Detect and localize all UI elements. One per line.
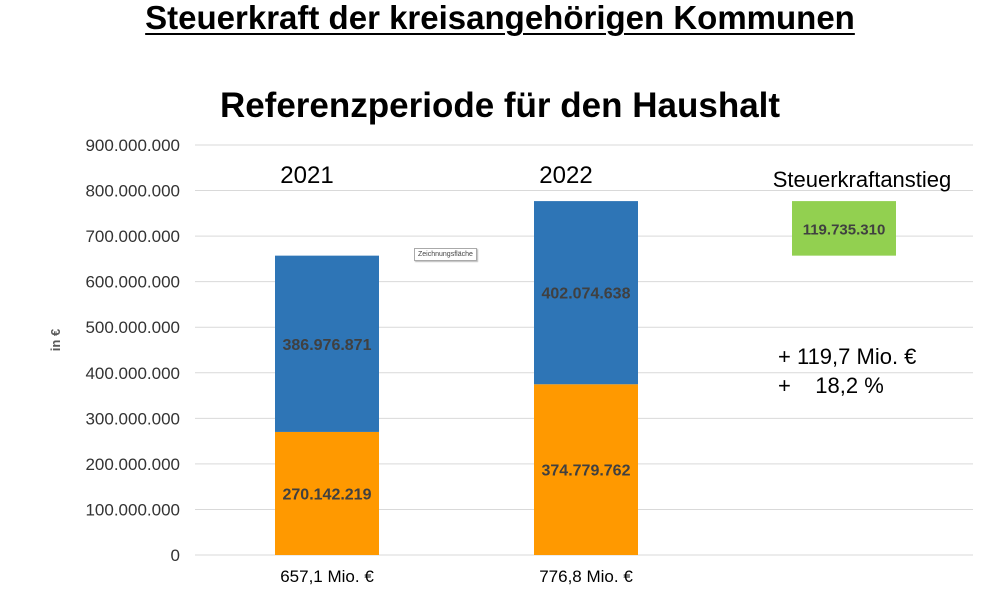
data-label: 270.142.219 bbox=[283, 486, 372, 503]
bar-2022-segment-2 bbox=[534, 201, 638, 385]
main-title: Steuerkraft der kreisangehörigen Kommune… bbox=[145, 0, 855, 36]
y-tick-label: 700.000.000 bbox=[85, 227, 180, 246]
plot-area-tooltip: Zeichnungsfläche bbox=[414, 248, 477, 261]
bar-2021-segment-1 bbox=[275, 431, 379, 555]
data-label: 386.976.871 bbox=[283, 337, 372, 354]
y-tick-label: 100.000.000 bbox=[85, 500, 180, 519]
increase-bar-label: 119.735.310 bbox=[803, 221, 886, 238]
category-total-label: 776,8 Mio. € bbox=[539, 567, 633, 586]
increase-note-line-1: + 119,7 Mio. € bbox=[778, 344, 917, 369]
category-label: 2021 bbox=[280, 162, 333, 189]
y-tick-label: 900.000.000 bbox=[85, 136, 180, 155]
increase-note-line-2: + 18,2 % bbox=[778, 373, 884, 398]
bar-2022-segment-1 bbox=[534, 384, 638, 555]
category-label: 2022 bbox=[539, 162, 592, 189]
increase-bar bbox=[792, 201, 896, 256]
y-tick-label: 800.000.000 bbox=[85, 182, 180, 201]
y-tick-label: 300.000.000 bbox=[85, 409, 180, 428]
data-label: 374.779.762 bbox=[542, 463, 631, 480]
bar-2021-segment-2 bbox=[275, 255, 379, 432]
increase-note: + 119,7 Mio. € + 18,2 % bbox=[778, 342, 916, 400]
y-tick-label: 0 bbox=[171, 546, 180, 565]
y-tick-label: 500.000.000 bbox=[85, 318, 180, 337]
y-tick-label: 400.000.000 bbox=[85, 364, 180, 383]
chart-subtitle: Referenzperiode für den Haushalt bbox=[219, 86, 781, 125]
category-total-label: 657,1 Mio. € bbox=[280, 567, 374, 586]
increase-title: Steuerkraftanstieg bbox=[773, 167, 952, 192]
y-axis-label: in € bbox=[48, 329, 63, 351]
y-tick-label: 200.000.000 bbox=[85, 455, 180, 474]
y-tick-label: 600.000.000 bbox=[85, 273, 180, 292]
data-label: 402.074.638 bbox=[542, 286, 631, 303]
